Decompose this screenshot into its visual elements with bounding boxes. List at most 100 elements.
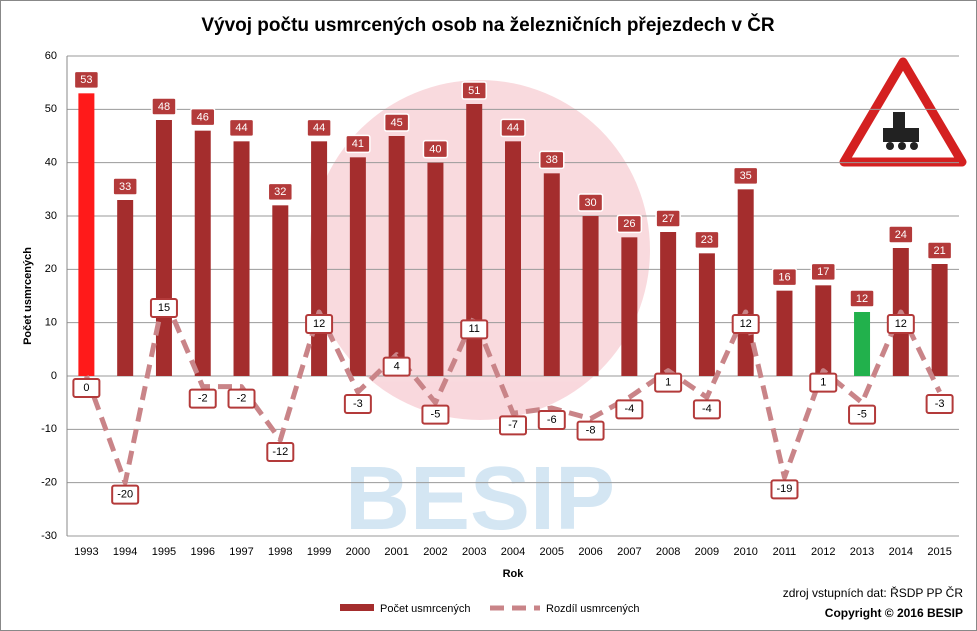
- data-label: 16: [778, 272, 790, 284]
- data-label: 53: [80, 74, 92, 86]
- data-label: -3: [935, 398, 945, 410]
- y-tick-label: 60: [45, 50, 57, 62]
- data-label-box: [771, 267, 798, 287]
- x-tick-label: 1996: [190, 546, 214, 558]
- data-label-box: [500, 118, 526, 138]
- data-label: -4: [702, 403, 712, 415]
- bar: [78, 93, 95, 376]
- data-label: 40: [429, 144, 441, 156]
- y-tick-label: 40: [45, 157, 57, 169]
- bar: [854, 312, 871, 376]
- x-tick-label: 1997: [229, 546, 253, 558]
- x-tick-label: 2012: [811, 546, 835, 558]
- data-label: 21: [933, 245, 945, 257]
- data-label-box: [499, 415, 527, 436]
- bar: [349, 157, 366, 376]
- data-label-box: [112, 177, 138, 196]
- x-tick-label: 2002: [423, 546, 447, 558]
- legend-label: Rozdíl usmrcených: [546, 603, 640, 615]
- data-label-box: [926, 241, 953, 260]
- data-label: 4: [394, 361, 400, 373]
- x-tick-label: 2004: [501, 546, 525, 558]
- bar: [272, 205, 289, 376]
- x-tick-label: 2006: [578, 546, 602, 558]
- x-tick-label: 2015: [927, 546, 951, 558]
- data-label: 30: [584, 197, 596, 209]
- data-label-box: [343, 394, 372, 414]
- data-label-box: [694, 230, 720, 250]
- y-tick-label: 10: [45, 317, 57, 329]
- data-label-box: [655, 209, 681, 228]
- y-tick-label: 50: [45, 103, 57, 115]
- y-tick-label: -10: [41, 423, 57, 435]
- data-label-box: [809, 372, 838, 393]
- x-tick-label: 2001: [384, 546, 408, 558]
- data-label: 32: [274, 186, 286, 198]
- data-label-box: [537, 410, 566, 430]
- y-tick-label: 30: [45, 210, 57, 222]
- data-label-box: [925, 394, 954, 414]
- data-label: 44: [507, 122, 519, 134]
- data-label-box: [886, 314, 915, 334]
- data-label-box: [111, 484, 140, 505]
- x-tick-label: 2007: [617, 546, 641, 558]
- bar: [194, 130, 211, 376]
- data-label-box: [461, 81, 487, 100]
- data-label-box: [306, 118, 332, 138]
- data-label-box: [615, 399, 644, 420]
- bar: [233, 141, 250, 376]
- data-label: 48: [158, 101, 170, 113]
- data-label: 11: [469, 323, 480, 335]
- data-label: -7: [508, 419, 518, 431]
- x-tick-label: 1995: [152, 546, 176, 558]
- data-label: -19: [777, 483, 793, 495]
- bar: [543, 173, 560, 376]
- bar: [698, 253, 715, 376]
- data-label: -6: [547, 414, 557, 426]
- y-tick-label: -20: [41, 477, 57, 489]
- y-tick-label: 20: [45, 263, 57, 275]
- data-label-box: [616, 214, 643, 234]
- data-label: 12: [740, 318, 752, 330]
- data-label: 12: [313, 318, 325, 330]
- svg-text:BESIP: BESIP: [345, 449, 615, 549]
- data-label: -3: [353, 398, 363, 410]
- x-tick-label: 2000: [346, 546, 370, 558]
- bar: [117, 200, 134, 376]
- data-label: 44: [313, 122, 325, 134]
- data-label-box: [149, 298, 178, 318]
- bar: [931, 264, 948, 376]
- data-label: -2: [237, 393, 247, 405]
- data-label-box: [732, 166, 759, 186]
- legend-swatch: [340, 604, 374, 611]
- data-label: -2: [198, 393, 208, 405]
- data-label-box: [151, 97, 177, 116]
- data-label: 41: [352, 138, 364, 150]
- data-label: 45: [391, 117, 403, 129]
- data-label: 15: [158, 302, 170, 314]
- x-tick-label: 1999: [307, 546, 331, 558]
- data-label-box: [73, 70, 100, 90]
- data-label-box: [188, 388, 217, 409]
- data-label-box: [421, 404, 450, 425]
- bar: [737, 189, 754, 376]
- x-tick-label: 2005: [540, 546, 564, 558]
- data-label-box: [539, 150, 565, 170]
- x-tick-label: 2010: [733, 546, 757, 558]
- x-tick-label: 2003: [462, 546, 486, 558]
- data-label: 27: [662, 213, 674, 225]
- data-label: -12: [272, 446, 288, 458]
- data-label-box: [460, 319, 489, 340]
- source-note: zdroj vstupních dat: ŘSDP PP ČR: [783, 585, 964, 600]
- data-label-box: [267, 182, 294, 202]
- data-label: 44: [235, 122, 247, 134]
- data-label-box: [731, 314, 760, 334]
- data-label-box: [654, 372, 683, 393]
- bar: [660, 232, 677, 376]
- line: [84, 293, 942, 486]
- data-label: 12: [856, 293, 868, 305]
- data-label: 33: [119, 181, 131, 193]
- data-label: 17: [817, 266, 829, 278]
- y-tick-label: 0: [51, 370, 57, 382]
